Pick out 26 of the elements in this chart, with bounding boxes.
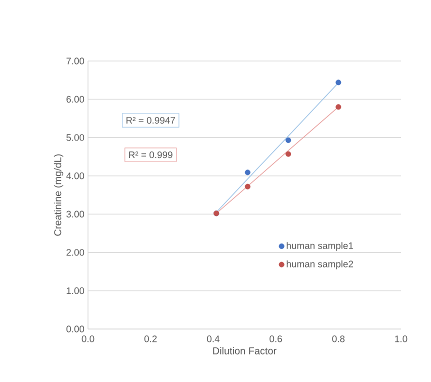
y-tick-label: 4.00	[66, 172, 84, 180]
y-tick-label: 3.00	[66, 210, 84, 218]
x-tick-label: 0.8	[332, 336, 345, 342]
y-tick-label: 7.00	[66, 58, 84, 64]
x-tick-label: 0.0	[82, 336, 94, 342]
y-tick-label: 5.00	[66, 134, 84, 141]
point	[286, 137, 292, 144]
point	[244, 184, 250, 190]
y-axis-title: Creatinine (mg/dL)	[54, 154, 64, 236]
y-tick-label: 2.00	[66, 249, 84, 256]
annotation: R² = 0.9947	[126, 116, 175, 124]
x-axis-title: Dilution Factor	[213, 347, 276, 354]
x-tick-label: 0.6	[270, 336, 282, 342]
legend-label: human sample1	[286, 242, 354, 251]
x-tick-label: 0.2	[144, 336, 157, 342]
x-tick-label: 0.4	[207, 336, 220, 342]
y-tick-label: 6.00	[66, 96, 84, 103]
legend-label: human sample2	[286, 260, 354, 270]
point	[286, 151, 292, 157]
y-tick-label: 1.00	[66, 287, 84, 294]
point	[336, 80, 342, 86]
x-tick-label: 1.0	[395, 336, 408, 342]
point	[244, 170, 250, 176]
y-tick-label: 0.00	[66, 326, 84, 332]
point	[336, 104, 342, 110]
annotation: R² = 0.999	[129, 151, 172, 158]
